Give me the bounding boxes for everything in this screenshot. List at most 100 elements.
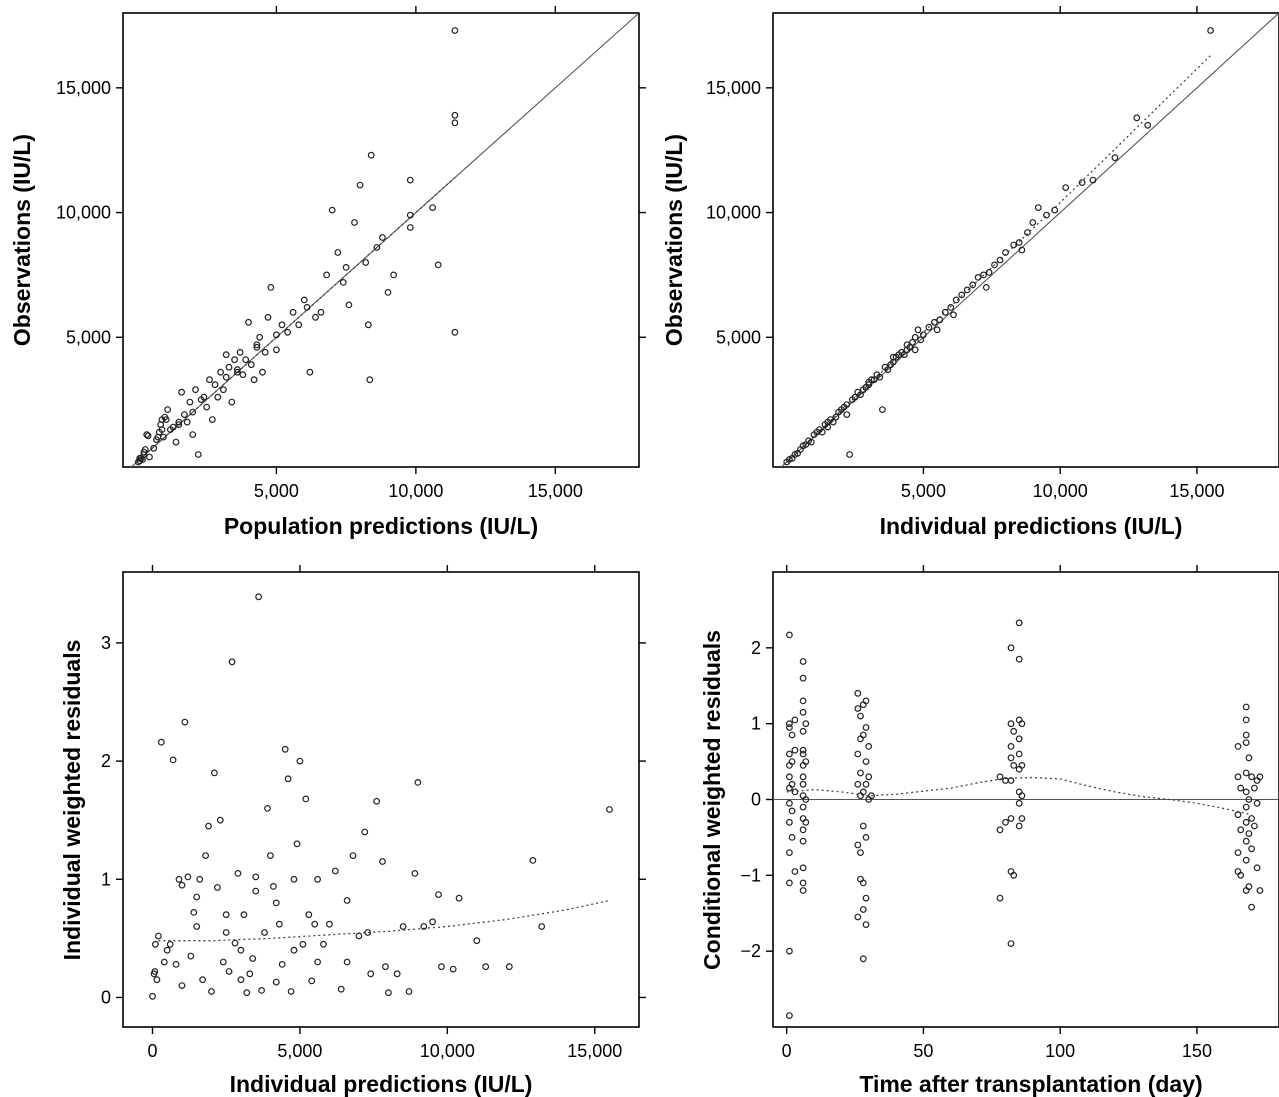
y-tick-label: 10,000 — [706, 203, 761, 223]
data-point — [393, 970, 401, 978]
data-point — [865, 773, 873, 781]
data-point — [969, 281, 977, 289]
data-point — [414, 779, 422, 786]
data-point — [166, 940, 174, 948]
data-point — [140, 448, 148, 456]
data-point — [1007, 940, 1015, 947]
data-point — [859, 731, 867, 739]
data-point — [1007, 743, 1015, 750]
y-tick-label: 0 — [101, 987, 111, 1007]
data-point — [799, 750, 807, 758]
y-tick-label: 1 — [101, 869, 111, 889]
x-tick-label: 15,000 — [528, 481, 583, 501]
data-point — [451, 27, 459, 34]
data-point — [253, 343, 261, 351]
data-point — [225, 968, 233, 975]
data-point — [234, 870, 242, 877]
data-point — [222, 351, 230, 359]
data-point — [193, 893, 201, 901]
data-point — [911, 333, 919, 341]
data-point — [786, 1012, 793, 1019]
data-point — [862, 780, 870, 788]
panel-cwres-vs-time: 0 50 100 150 −2 −1 0 1 2 Time after transplantati… — [699, 565, 1279, 1097]
data-point — [1015, 239, 1023, 246]
data-point — [175, 875, 183, 883]
data-point — [1248, 773, 1255, 781]
data-point — [868, 376, 875, 384]
data-point — [799, 746, 807, 754]
data-point — [862, 921, 870, 928]
data-point — [214, 393, 222, 401]
data-point — [278, 321, 286, 329]
data-point — [211, 381, 219, 389]
data-point — [859, 955, 867, 963]
data-point — [178, 388, 186, 396]
data-point — [435, 891, 442, 898]
data-point — [172, 961, 180, 968]
data-point — [1242, 739, 1250, 746]
y-tick-label: 5,000 — [716, 327, 761, 347]
data-point — [788, 758, 796, 765]
y-tick-label: 10,000 — [56, 203, 111, 223]
x-tick-label: 5,000 — [901, 481, 946, 501]
data-point — [233, 368, 241, 376]
x-tick-label: 10,000 — [420, 1041, 475, 1061]
data-point — [974, 274, 982, 281]
data-point — [231, 939, 239, 947]
data-point — [273, 346, 280, 354]
data-point — [202, 852, 210, 859]
data-point — [243, 989, 251, 997]
data-point — [857, 849, 864, 856]
data-point — [1010, 871, 1018, 879]
data-point — [429, 204, 437, 212]
data-point — [933, 326, 941, 334]
data-point — [317, 308, 325, 316]
data-point — [136, 454, 144, 462]
data-point — [246, 970, 254, 978]
data-point — [222, 929, 230, 936]
data-point — [1248, 815, 1255, 822]
data-point — [482, 963, 490, 971]
data-point — [237, 946, 245, 954]
data-point — [786, 849, 793, 856]
data-point — [199, 976, 207, 984]
data-point — [146, 453, 153, 461]
data-point — [364, 929, 372, 936]
data-point — [314, 958, 322, 966]
data-point — [228, 398, 236, 406]
data-point — [367, 970, 375, 978]
data-point — [786, 818, 793, 826]
data-point — [854, 705, 862, 712]
x-tick-label: 10,000 — [388, 481, 443, 501]
data-point — [788, 834, 796, 841]
data-point — [300, 296, 308, 304]
data-point — [219, 386, 227, 394]
data-point — [985, 269, 993, 276]
data-point — [1018, 792, 1026, 800]
data-point — [1245, 754, 1253, 762]
data-point — [799, 879, 807, 887]
data-point — [267, 852, 274, 859]
data-point — [1242, 716, 1250, 724]
data-point — [323, 271, 331, 279]
data-point — [1256, 773, 1264, 781]
data-point — [914, 326, 922, 334]
data-point — [411, 870, 419, 877]
data-point — [1051, 206, 1059, 214]
data-point — [889, 353, 897, 361]
data-point — [154, 932, 162, 940]
data-point — [876, 373, 884, 381]
data-point — [284, 328, 292, 336]
data-point — [788, 807, 796, 815]
data-point — [917, 336, 925, 344]
data-point — [903, 346, 911, 354]
data-point — [373, 797, 381, 805]
data-point — [237, 976, 245, 984]
data-point — [373, 244, 381, 251]
data-point — [328, 206, 336, 214]
data-point — [302, 795, 310, 803]
data-point — [1002, 249, 1009, 256]
data-point — [183, 418, 191, 426]
data-point — [311, 920, 319, 928]
smooth-trend-line — [786, 776, 1252, 816]
